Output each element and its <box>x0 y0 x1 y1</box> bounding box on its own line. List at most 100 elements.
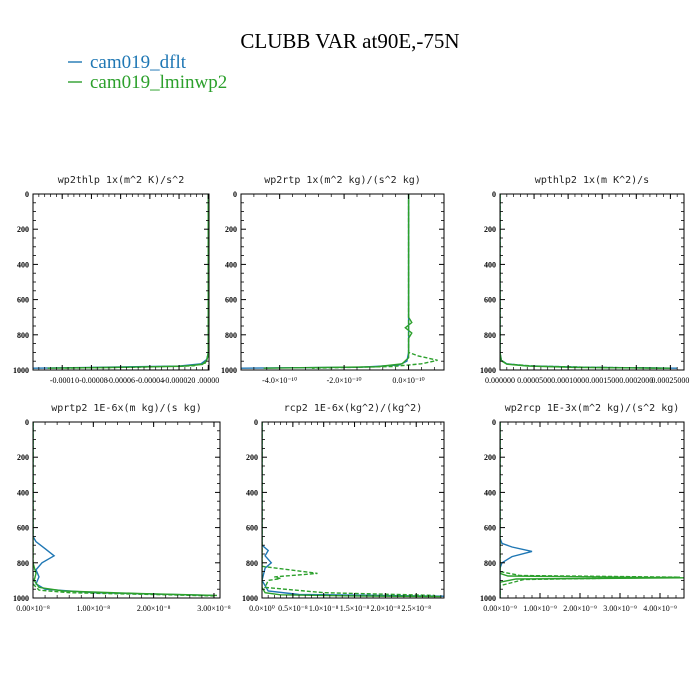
y-tick-label: 400 <box>17 260 29 269</box>
x-tick-label: 0.0000500 <box>517 376 551 385</box>
series-line-cam019_lminwp2 <box>500 422 684 598</box>
panel-title: rcp2 1E-6x(kg^2)/(kg^2) <box>284 403 422 414</box>
panel-5: rcp2 1E-6x(kg^2)/(kg^2) 0 200 400 600 800 1000… <box>242 403 445 613</box>
y-tick-label: 1000 <box>480 594 496 603</box>
x-tick-label: 4.00×10⁻⁹ <box>643 604 677 613</box>
series-line-cam019_lminwp2 <box>500 194 671 369</box>
plot-frame <box>240 193 445 371</box>
series-line-cam019_dflt <box>262 422 444 597</box>
y-tick-label: 400 <box>484 260 496 269</box>
y-tick-label: 0 <box>492 190 496 199</box>
y-tick-label: 200 <box>225 225 237 234</box>
y-tick-label: 1000 <box>480 366 496 375</box>
x-tick-label: 0-0.00008 <box>75 376 108 385</box>
y-tick-label: 1000 <box>13 594 29 603</box>
y-tick-label: 0 <box>492 418 496 427</box>
panel-title: wp2thlp 1x(m^2 K)/s^2 <box>58 175 184 186</box>
y-tick-label: 200 <box>484 453 496 462</box>
y-tick-label: 200 <box>17 453 29 462</box>
x-tick-label: -2.0×10⁻¹⁰ <box>327 376 362 385</box>
x-tick-label: 1.5×10⁻⁸ <box>340 604 370 613</box>
panel-title: wprtp2 1E-6x(m kg)/(s kg) <box>51 403 202 414</box>
plot-frame <box>32 421 221 599</box>
y-tick-label: 600 <box>17 524 29 533</box>
plot-frame <box>499 421 685 599</box>
x-tick-label: 0.00025000 <box>651 376 689 385</box>
x-tick-label: 0.0×10⁻¹⁰ <box>392 376 424 385</box>
series-line-cam019_lminwp2 <box>263 194 413 369</box>
x-tick-label: 0.5×10⁻⁸ <box>278 604 308 613</box>
x-tick-label: .00000 <box>197 376 219 385</box>
series-line-cam019_dflt <box>33 422 215 597</box>
y-tick-label: 1000 <box>13 366 29 375</box>
x-tick-label: 0.0002000 <box>619 376 653 385</box>
x-tick-label: -0.00004 <box>136 376 165 385</box>
series-lines <box>500 194 678 369</box>
panels: wp2thlp 1x(m^2 K)/s^2 0 200 400 600 800 1000 -0… <box>13 175 689 613</box>
x-tick-label: -0.00006 <box>106 376 135 385</box>
legend: cam019_dflt cam019_lminwp2 <box>68 52 227 93</box>
legend-label-dflt: cam019_dflt <box>90 52 187 73</box>
panel-6: wp2rcp 1E-3x(m^2 kg)/(s^2 kg) 0 200 400 600 8… <box>480 403 685 613</box>
panel-title: wpthlp2 1x(m K^2)/s <box>535 175 649 186</box>
y-tick-label: 400 <box>246 488 258 497</box>
x-tick-label: 0.0001000 <box>551 376 585 385</box>
x-tick-label: 1.00×10⁻⁹ <box>523 604 557 613</box>
y-tick-label: 0 <box>233 190 237 199</box>
y-tick-label: 800 <box>484 559 496 568</box>
y-tick-label: 600 <box>484 296 496 305</box>
y-tick-label: 800 <box>17 559 29 568</box>
x-tick-label: 0.000000 <box>485 376 515 385</box>
y-tick-label: 600 <box>225 296 237 305</box>
series-line-cam019_dflt <box>500 194 678 369</box>
y-tick-label: 600 <box>246 524 258 533</box>
series-line-cam019_lminwp2-dashed <box>33 422 215 597</box>
y-tick-label: 1000 <box>242 594 258 603</box>
x-tick-label: 3.00×10⁻⁹ <box>603 604 637 613</box>
y-tick-label: 800 <box>484 331 496 340</box>
x-tick-label: 0.0×10⁰ <box>249 604 275 613</box>
series-lines <box>33 194 209 369</box>
y-tick-label: 0 <box>25 190 29 199</box>
x-tick-label: -4.0×10⁻¹⁰ <box>262 376 297 385</box>
series-line-cam019_lminwp2-dashed <box>500 194 664 369</box>
y-tick-label: 200 <box>246 453 258 462</box>
series-lines <box>241 194 438 369</box>
x-tick-label: 1.00×10⁻⁸ <box>77 604 111 613</box>
y-tick-label: 200 <box>484 225 496 234</box>
y-tick-label: 200 <box>17 225 29 234</box>
y-tick-label: 0 <box>254 418 258 427</box>
y-tick-label: 0 <box>25 418 29 427</box>
plot-frame <box>261 421 445 599</box>
series-line-cam019_dflt <box>500 422 533 598</box>
y-tick-label: 800 <box>225 331 237 340</box>
series-line-cam019_lminwp2 <box>47 194 209 369</box>
legend-label-lminwp2: cam019_lminwp2 <box>90 72 227 93</box>
x-tick-label: 1.0×10⁻⁸ <box>309 604 339 613</box>
plot-frame <box>32 193 210 371</box>
x-tick-label: 2.5×10⁻⁸ <box>401 604 431 613</box>
figure-title: CLUBB VAR at90E,-75N <box>240 29 459 53</box>
x-tick-label: 2.00×10⁻⁸ <box>137 604 171 613</box>
x-tick-label: 3.00×10⁻⁸ <box>197 604 231 613</box>
x-tick-label: 0.00×10⁻⁹ <box>483 604 517 613</box>
series-lines <box>33 422 218 597</box>
y-tick-label: 400 <box>17 488 29 497</box>
series-line-cam019_dflt <box>241 194 410 369</box>
x-tick-label: -0.0001 <box>50 376 75 385</box>
series-line-cam019_lminwp2-dashed <box>311 194 438 369</box>
x-tick-label: 0.0001500 <box>585 376 619 385</box>
series-line-cam019_dflt <box>33 194 209 369</box>
y-tick-label: 800 <box>246 559 258 568</box>
panel-4: wprtp2 1E-6x(m kg)/(s kg) 0 200 400 600 800 10… <box>13 403 231 613</box>
panel-3: wpthlp2 1x(m K^2)/s020040060080010000.00… <box>480 175 689 385</box>
y-tick-label: 800 <box>17 331 29 340</box>
panel-1: wp2thlp 1x(m^2 K)/s^2 0 200 400 600 800 1000 -0… <box>13 175 219 385</box>
series-line-cam019_lminwp2 <box>262 422 441 598</box>
panel-2: wp2rtp 1x(m^2 kg)/(s^2 kg) 0 200 400 600 800 1… <box>221 175 445 385</box>
series-line-cam019_lminwp2 <box>33 422 218 597</box>
y-tick-label: 1000 <box>221 366 237 375</box>
series-lines <box>500 422 684 598</box>
panel-title: wp2rtp 1x(m^2 kg)/(s^2 kg) <box>264 175 421 186</box>
